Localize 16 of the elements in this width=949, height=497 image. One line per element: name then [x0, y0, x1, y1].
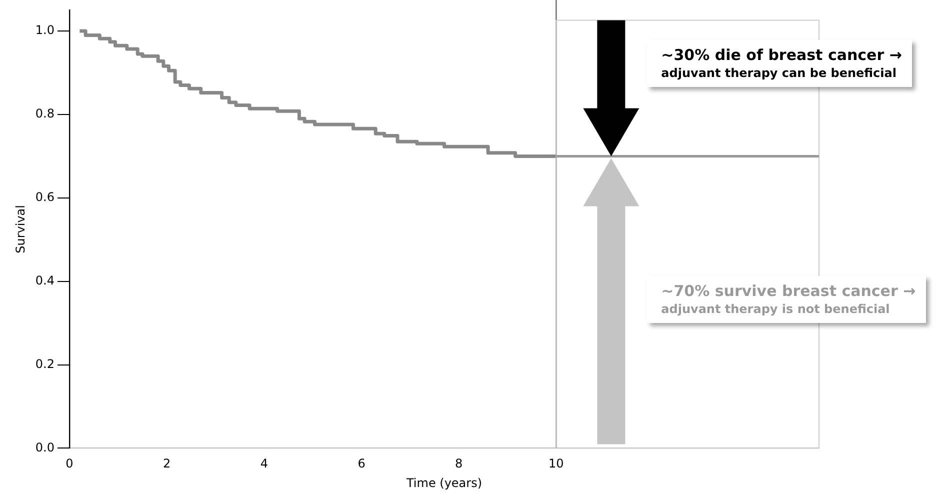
annotation: ~30% die of breast cancer → adjuvant therapy can be beneficial	[661, 46, 902, 82]
x-tick-label: 8	[455, 456, 463, 471]
y-tick-label: 0.6	[35, 190, 54, 204]
annotation: ~70% survive breast cancer → adjuvant therapy is not beneficial	[661, 282, 916, 318]
y-tick-label: 0.0	[35, 440, 54, 454]
x-tick-label: 0	[66, 456, 74, 471]
x-axis-title: Time (years)	[405, 476, 482, 490]
y-tick-label: 0.2	[35, 356, 54, 371]
x-tick-label: 6	[358, 456, 366, 471]
x-tick-label: 4	[260, 456, 268, 471]
y-axis-title: Survival	[13, 205, 28, 254]
x-tick-label: 10	[548, 456, 564, 471]
y-tick-label: 0.8	[35, 106, 54, 121]
y-tick-label: 1.0	[35, 23, 54, 38]
x-tick-label: 2	[163, 456, 171, 471]
y-tick-label: 0.4	[35, 273, 54, 288]
